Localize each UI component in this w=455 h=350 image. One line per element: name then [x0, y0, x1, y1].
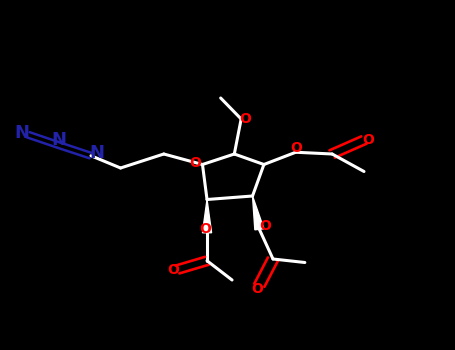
Text: O: O: [363, 133, 374, 147]
Text: N: N: [14, 124, 29, 142]
Text: N: N: [89, 144, 104, 162]
Polygon shape: [253, 196, 264, 230]
Text: O: O: [259, 219, 271, 233]
Text: O: O: [239, 112, 251, 126]
Text: O: O: [190, 156, 202, 170]
Text: O: O: [290, 141, 302, 155]
Text: O: O: [199, 222, 211, 236]
Polygon shape: [202, 199, 212, 233]
Text: N: N: [52, 131, 66, 149]
Text: O: O: [251, 282, 263, 296]
Text: O: O: [167, 262, 179, 276]
